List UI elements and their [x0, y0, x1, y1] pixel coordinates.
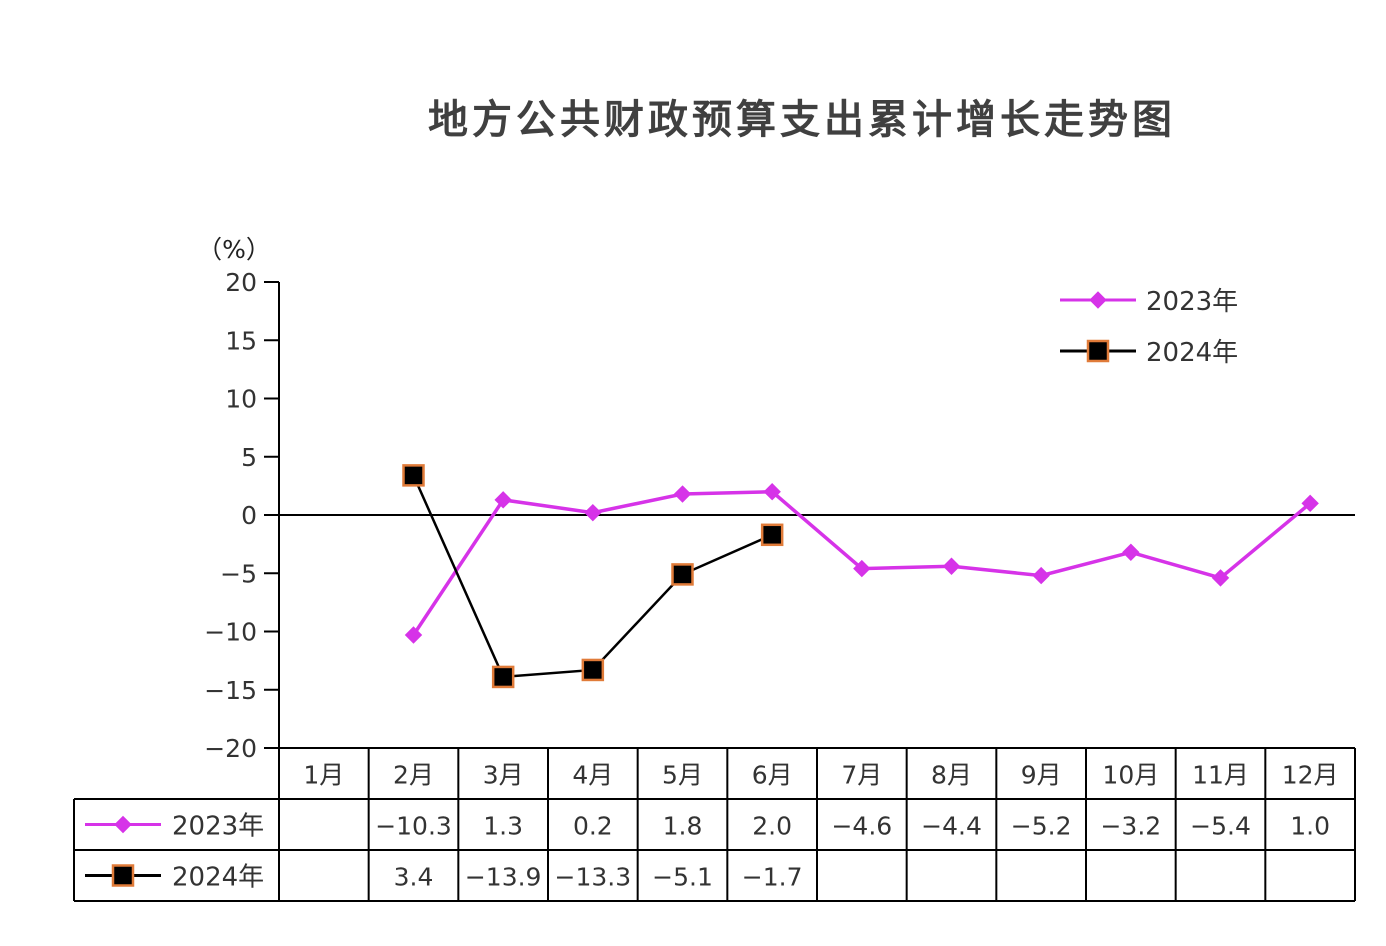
category-label: 10月 [1102, 761, 1159, 790]
category-label: 6月 [752, 761, 793, 790]
category-label: 2月 [393, 761, 434, 790]
chart-title: 地方公共财政预算支出累计增长走势图 [428, 97, 1176, 143]
data-label: 3.4 [394, 863, 434, 892]
category-label: 3月 [483, 761, 524, 790]
y-tick-label: 20 [225, 268, 257, 297]
data-point [671, 563, 694, 586]
category-label: 7月 [841, 761, 882, 790]
data-point [763, 482, 781, 501]
data-label: −10.3 [375, 812, 452, 841]
data-point [494, 491, 512, 509]
data-label: −4.4 [921, 812, 982, 841]
series-1 [402, 464, 784, 689]
table-row-key: 2024年 [85, 863, 264, 893]
data-point [1032, 566, 1050, 585]
legend-item: 2024年 [1060, 338, 1238, 368]
category-label: 5月 [662, 761, 703, 790]
legend-marker [1086, 339, 1110, 363]
category-label: 1月 [303, 761, 344, 790]
table-row-label: 2023年 [172, 812, 264, 842]
data-point [1122, 543, 1140, 561]
y-tick-label: 5 [241, 443, 257, 472]
data-label: 2.0 [752, 812, 792, 841]
legend-item: 2023年 [1060, 287, 1238, 317]
legend-label: 2024年 [1146, 338, 1238, 368]
data-point [760, 523, 784, 547]
series-0 [404, 482, 1319, 644]
legend-label: 2023年 [1146, 287, 1238, 317]
data-point [673, 485, 692, 503]
data-point [404, 626, 423, 644]
y-tick-label: 0 [241, 501, 257, 530]
data-label: −1.7 [742, 863, 803, 892]
data-point [584, 503, 602, 522]
data-point [402, 464, 425, 487]
category-label: 4月 [572, 761, 613, 790]
category-label: 12月 [1282, 761, 1339, 790]
data-label: −5.1 [652, 863, 713, 892]
data-point [491, 665, 515, 689]
data-label: 1.8 [663, 812, 703, 841]
table-key-marker [111, 864, 135, 887]
data-label: −13.3 [555, 863, 632, 892]
category-label: 9月 [1021, 761, 1062, 790]
data-label: −13.9 [465, 863, 542, 892]
legend-marker [1089, 291, 1107, 309]
data-point [942, 557, 961, 575]
y-tick-label: −5 [220, 559, 257, 588]
data-label: −3.2 [1100, 812, 1161, 841]
y-tick-label: −15 [204, 676, 257, 705]
data-label: −4.6 [831, 812, 892, 841]
legend: 2023年 2024年 [1060, 287, 1238, 368]
category-label: 11月 [1192, 761, 1249, 790]
y-tick-label: 15 [225, 326, 257, 355]
data-point [581, 658, 605, 682]
y-tick-label: −10 [204, 618, 257, 647]
table-row-key: 2023年 [85, 812, 264, 842]
data-point [1301, 494, 1319, 513]
data-label: 1.3 [483, 812, 523, 841]
data-point [853, 559, 871, 578]
table-row-label: 2024年 [172, 863, 264, 893]
data-label: 1.0 [1290, 812, 1330, 841]
y-tick-label: −20 [204, 734, 257, 763]
data-point [1211, 569, 1230, 587]
series-layer [402, 464, 1319, 689]
axes: 20 15 10 5 0 −5 −10 −15 −20 [204, 268, 1355, 763]
data-label: 0.2 [573, 812, 613, 841]
data-table: 1月 2月 3月 4月 5月 6月 7月 8月 9月 10月 11月 12月 2023年 −10.3 1.3… [73, 747, 1356, 902]
y-axis-unit: （%） [197, 235, 271, 264]
y-tick-label: 10 [225, 385, 257, 414]
table-key-marker [114, 815, 132, 834]
data-label: −5.4 [1190, 812, 1251, 841]
category-label: 8月 [931, 761, 972, 790]
data-label: −5.2 [1011, 812, 1072, 841]
